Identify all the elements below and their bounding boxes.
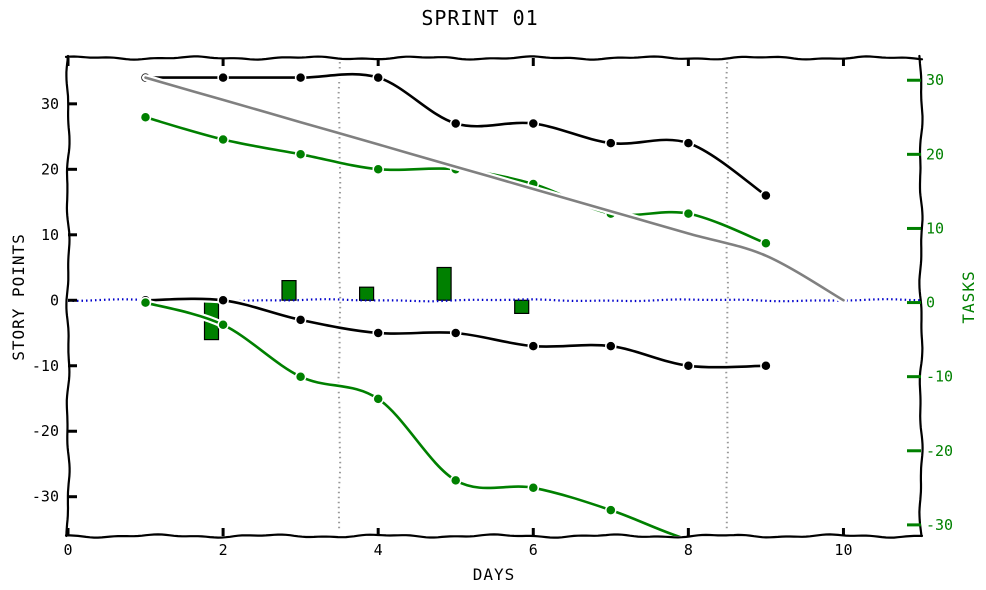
data-point xyxy=(294,71,307,84)
data-point xyxy=(217,319,229,331)
y-tick-label-right: -30 xyxy=(926,516,953,534)
data-point xyxy=(294,314,307,326)
series-line xyxy=(144,72,768,197)
y-tick-label-right: -10 xyxy=(926,368,953,386)
data-point xyxy=(372,71,384,84)
data-point xyxy=(449,117,462,130)
y-tick-label-left: -10 xyxy=(32,357,59,375)
data-point xyxy=(760,237,772,250)
data-point xyxy=(217,133,229,146)
data-point xyxy=(527,482,540,494)
data-point xyxy=(449,327,462,339)
data-point xyxy=(760,360,772,372)
data-point xyxy=(372,163,384,175)
data-point xyxy=(294,148,307,161)
data-point xyxy=(760,189,772,202)
data-point xyxy=(527,117,540,130)
y-axis-label-right: TASKS xyxy=(959,270,978,323)
x-tick-label: 2 xyxy=(219,541,228,559)
data-point xyxy=(605,137,617,149)
frame-left xyxy=(65,54,71,538)
frame-layer xyxy=(64,54,924,539)
series-line xyxy=(144,116,768,245)
frame-bottom xyxy=(64,533,924,539)
data-point xyxy=(682,207,695,220)
series-line-halo xyxy=(142,113,770,247)
y-axis-label-left: STORY POINTS xyxy=(9,233,28,361)
bar xyxy=(514,299,530,314)
series-layer xyxy=(139,70,847,560)
ticks-layer: 0 2 4 6 8 10 -30 -20 -10 0 10 20 30 -30 -20 -10 0 10 20 30 xyxy=(32,58,953,559)
series-line-halo xyxy=(142,299,689,536)
data-point xyxy=(449,474,462,487)
y-tick-label-right: 0 xyxy=(926,294,935,312)
x-tick-label: 4 xyxy=(374,541,383,559)
y-tick-label-right: 20 xyxy=(926,145,944,163)
data-point xyxy=(682,360,695,372)
data-point xyxy=(761,550,771,560)
y-tick-label-left: 10 xyxy=(41,226,59,244)
data-point xyxy=(372,327,384,339)
series-line xyxy=(144,76,845,302)
y-tick-label-left: 0 xyxy=(50,291,59,309)
x-tick-label: 0 xyxy=(63,541,72,559)
y-tick-label-left: 30 xyxy=(41,95,59,113)
chart-title: SPRINT 01 xyxy=(421,6,538,30)
y-tick-label-right: 10 xyxy=(926,219,944,237)
series-line-halo xyxy=(142,70,770,199)
x-tick-label: 8 xyxy=(684,541,693,559)
y-tick-label-right: 30 xyxy=(926,71,944,89)
x-axis-label: DAYS xyxy=(473,565,516,584)
frame-top xyxy=(64,55,924,61)
data-point xyxy=(605,340,617,352)
y-tick-label-left: -20 xyxy=(32,422,59,440)
x-tick-label: 10 xyxy=(834,541,852,559)
bar xyxy=(281,280,297,301)
series-line-halo xyxy=(142,74,847,304)
reference-vline xyxy=(725,61,729,531)
y-tick-label-right: -20 xyxy=(926,442,953,460)
data-point xyxy=(605,504,617,516)
bar xyxy=(436,266,452,301)
data-point xyxy=(139,296,152,309)
data-point xyxy=(527,340,540,352)
bar xyxy=(359,286,375,301)
data-point xyxy=(139,111,152,124)
data-point xyxy=(217,294,229,307)
frame-right xyxy=(918,54,924,538)
data-point xyxy=(372,393,384,405)
data-point xyxy=(294,370,307,383)
y-tick-label-left: -30 xyxy=(32,488,59,506)
grid-layer xyxy=(337,61,729,531)
y-tick-label-left: 20 xyxy=(41,160,59,178)
bars-layer xyxy=(203,266,530,341)
data-point xyxy=(217,71,229,84)
data-point xyxy=(682,137,695,149)
series-line xyxy=(144,301,681,536)
x-tick-label: 6 xyxy=(529,541,538,559)
reference-vline xyxy=(337,62,342,530)
